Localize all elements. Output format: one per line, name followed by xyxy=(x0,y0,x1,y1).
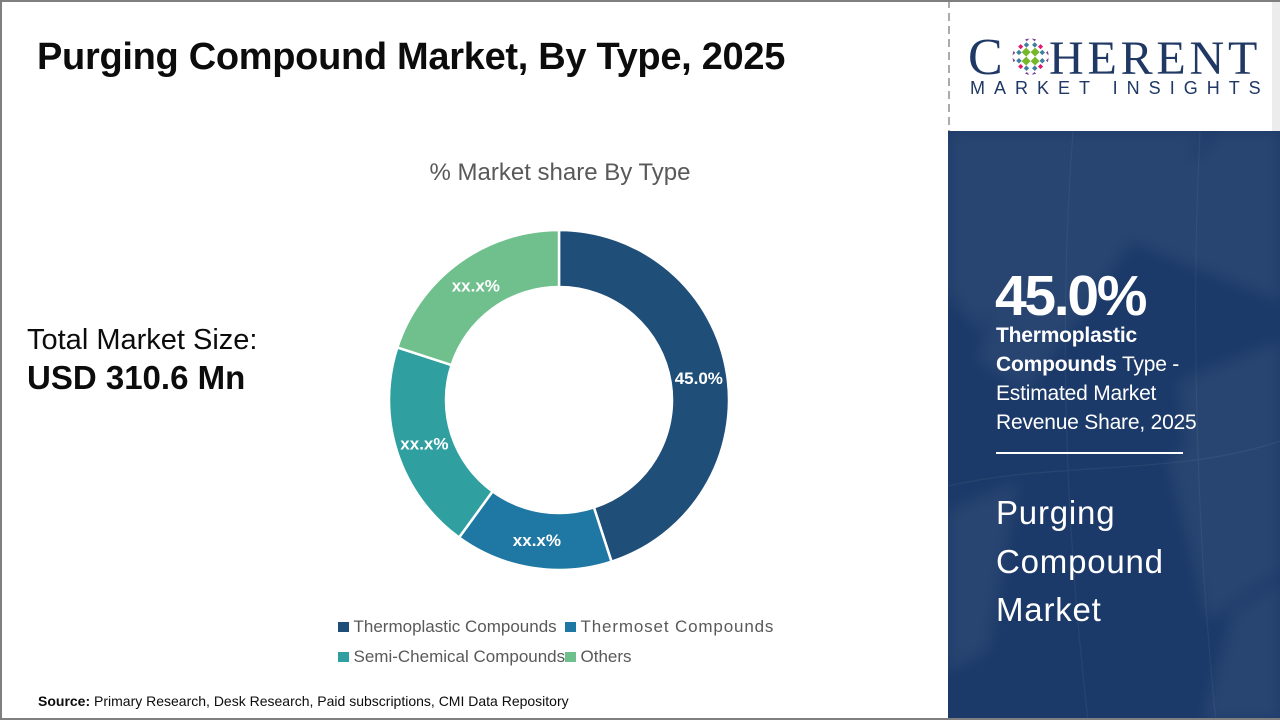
svg-text:xx.x%: xx.x% xyxy=(513,531,561,550)
svg-text:xx.x%: xx.x% xyxy=(400,435,448,454)
svg-text:xx.x%: xx.x% xyxy=(452,277,500,296)
svg-text:45.0%: 45.0% xyxy=(675,369,723,388)
svg-text:HERENT: HERENT xyxy=(1049,32,1261,85)
svg-text:C: C xyxy=(968,29,1003,86)
svg-text:MARKET INSIGHTS: MARKET INSIGHTS xyxy=(970,78,1270,98)
